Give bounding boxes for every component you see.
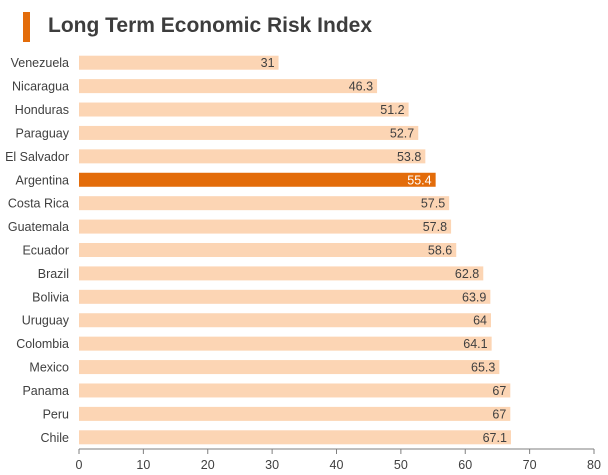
bar-nicaragua	[79, 79, 378, 94]
bar-costa-rica	[79, 196, 450, 211]
bar-brazil	[79, 266, 484, 281]
data-label: 67	[492, 384, 506, 398]
bar-uruguay	[79, 313, 491, 328]
category-label: Uruguay	[22, 314, 70, 328]
data-label: 58.6	[428, 244, 452, 258]
category-label: Colombia	[16, 337, 69, 351]
bar-argentina	[79, 172, 436, 187]
category-label: Nicaragua	[12, 80, 69, 94]
bar-colombia	[79, 336, 492, 351]
bar-chile	[79, 430, 511, 445]
x-tick-label: 0	[76, 458, 83, 472]
data-label: 67.1	[483, 431, 507, 445]
data-label: 63.9	[462, 290, 486, 304]
category-label: Mexico	[29, 361, 69, 375]
category-label: Ecuador	[22, 244, 69, 258]
data-label: 65.3	[471, 361, 495, 375]
title-accent-bar	[23, 12, 30, 42]
category-label: El Salvador	[5, 150, 69, 164]
data-label: 53.8	[397, 150, 421, 164]
data-label: 46.3	[349, 80, 373, 94]
data-label: 62.8	[455, 267, 479, 281]
bar-mexico	[79, 360, 500, 375]
chart-title: Long Term Economic Risk Index	[48, 14, 373, 37]
x-tick-label: 50	[394, 458, 408, 472]
x-tick-label: 70	[523, 458, 537, 472]
data-label: 67	[492, 407, 506, 421]
x-tick-label: 20	[201, 458, 215, 472]
x-tick-label: 60	[458, 458, 472, 472]
x-tick-label: 10	[136, 458, 150, 472]
data-label: 55.4	[407, 173, 431, 187]
category-label: Panama	[22, 384, 69, 398]
data-label: 64.1	[463, 337, 487, 351]
x-tick-label: 30	[265, 458, 279, 472]
category-label: Venezuela	[11, 56, 69, 70]
bar-peru	[79, 406, 511, 421]
category-label: Costa Rica	[8, 197, 69, 211]
x-tick-label: 80	[587, 458, 601, 472]
bar-paraguay	[79, 125, 419, 140]
x-tick-label: 40	[330, 458, 344, 472]
bar-guatemala	[79, 219, 452, 234]
category-label: Paraguay	[15, 126, 69, 140]
bar-ecuador	[79, 243, 457, 257]
bar-el-salvador	[79, 149, 426, 164]
bar-honduras	[79, 102, 409, 117]
data-label: 51.2	[380, 103, 404, 117]
data-label: 57.5	[421, 197, 445, 211]
category-label: Guatemala	[8, 220, 69, 234]
category-label: Peru	[43, 407, 69, 421]
data-label: 57.8	[423, 220, 447, 234]
bar-panama	[79, 383, 511, 398]
data-label: 64	[473, 314, 487, 328]
data-label: 52.7	[390, 126, 414, 140]
category-label: Honduras	[15, 103, 69, 117]
data-label: 31	[261, 56, 275, 70]
category-label: Chile	[41, 431, 70, 445]
category-label: Bolivia	[32, 290, 69, 304]
category-label: Brazil	[38, 267, 69, 281]
bar-venezuela	[79, 55, 279, 70]
category-label: Argentina	[15, 173, 69, 187]
bar-bolivia	[79, 289, 491, 304]
